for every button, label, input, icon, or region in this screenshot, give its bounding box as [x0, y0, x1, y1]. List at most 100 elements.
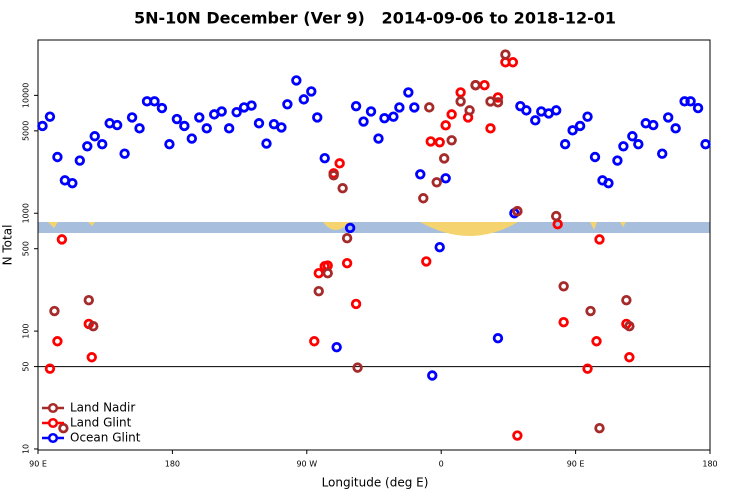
point — [388, 111, 399, 122]
legend-marker — [47, 402, 59, 414]
point — [164, 139, 175, 150]
point — [424, 102, 435, 113]
point — [633, 139, 644, 150]
point — [427, 370, 438, 381]
point — [648, 119, 659, 131]
y-tick-label: 10000 — [22, 83, 31, 108]
point — [624, 321, 635, 332]
point — [621, 294, 632, 306]
point — [341, 257, 353, 269]
point — [446, 135, 457, 146]
point — [464, 105, 475, 116]
point — [298, 94, 310, 105]
x-axis-label: Longitude (deg E) — [322, 476, 429, 490]
point — [49, 305, 60, 317]
point — [319, 153, 330, 164]
point — [700, 139, 711, 150]
point — [365, 106, 377, 117]
point — [334, 158, 345, 169]
y-tick-label: 500 — [22, 241, 31, 256]
point — [52, 336, 63, 347]
point — [403, 87, 414, 98]
point — [492, 333, 504, 344]
x-tick-label: 90 W — [296, 460, 317, 469]
point — [358, 116, 369, 127]
point — [530, 115, 541, 126]
y-tick-label: 50 — [22, 361, 31, 371]
point — [52, 151, 63, 163]
point — [337, 183, 348, 194]
point — [558, 316, 569, 328]
point — [44, 363, 56, 374]
point — [446, 109, 457, 120]
point — [512, 206, 523, 217]
legend-label: Ocean Glint — [70, 431, 141, 445]
point — [97, 139, 108, 150]
point — [37, 120, 48, 132]
y-tick-label: 5000 — [22, 121, 31, 141]
point — [670, 123, 681, 134]
point — [186, 133, 198, 144]
point — [134, 123, 145, 134]
x-tick-label: 90 E — [567, 460, 585, 469]
point — [394, 102, 405, 113]
point — [126, 112, 138, 123]
point — [594, 234, 605, 245]
point — [594, 423, 605, 434]
legend-item: Land Glint — [42, 416, 132, 430]
point — [434, 242, 445, 253]
point — [379, 113, 390, 124]
point — [425, 136, 436, 147]
point — [603, 177, 614, 189]
point — [156, 102, 168, 114]
point — [282, 99, 293, 110]
point — [82, 141, 93, 152]
point — [409, 102, 420, 113]
point — [431, 177, 442, 188]
x-tick-label: 0 — [439, 460, 444, 469]
point — [194, 112, 205, 123]
point — [485, 123, 496, 134]
point — [149, 96, 160, 107]
y-tick-label: 1000 — [22, 203, 31, 223]
point — [276, 122, 287, 133]
point — [322, 267, 333, 279]
y-axis-label: N Total — [1, 225, 15, 266]
point — [434, 137, 445, 148]
point — [58, 423, 69, 434]
legend-item: Land Nadir — [42, 401, 135, 415]
point — [507, 57, 519, 68]
point — [313, 286, 324, 297]
point — [111, 119, 123, 131]
point — [350, 100, 362, 112]
point — [74, 155, 86, 166]
point — [624, 352, 635, 363]
point — [231, 106, 242, 118]
point — [627, 131, 638, 142]
point — [692, 102, 704, 114]
point — [415, 169, 426, 180]
point — [309, 336, 320, 347]
point — [589, 151, 601, 163]
point — [89, 131, 100, 142]
chart-title: 5N-10N December (Ver 9) 2014-09-06 to 20… — [134, 9, 616, 28]
point — [455, 96, 466, 107]
point — [44, 111, 56, 122]
point — [591, 336, 602, 347]
point — [253, 118, 265, 129]
point — [500, 49, 511, 60]
point — [582, 363, 593, 374]
point — [341, 233, 353, 244]
point — [344, 222, 356, 234]
legend-marker — [47, 432, 59, 444]
point — [86, 352, 97, 363]
x-tick-label: 180 — [702, 460, 717, 469]
point — [440, 173, 451, 184]
point — [492, 92, 504, 103]
point — [679, 96, 690, 107]
point — [657, 148, 668, 159]
point — [585, 305, 596, 317]
point — [352, 362, 363, 373]
point — [261, 138, 272, 149]
